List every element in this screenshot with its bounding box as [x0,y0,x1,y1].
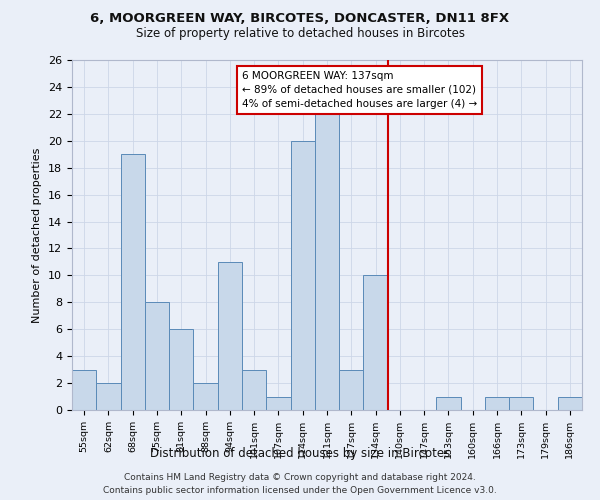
Bar [145,302,169,410]
Bar [485,396,509,410]
Text: 6, MOORGREEN WAY, BIRCOTES, DONCASTER, DN11 8FX: 6, MOORGREEN WAY, BIRCOTES, DONCASTER, D… [91,12,509,26]
Text: Size of property relative to detached houses in Bircotes: Size of property relative to detached ho… [136,28,464,40]
Bar [242,370,266,410]
Text: Contains HM Land Registry data © Crown copyright and database right 2024.: Contains HM Land Registry data © Crown c… [124,472,476,482]
Bar [339,370,364,410]
Text: 6 MOORGREEN WAY: 137sqm
← 89% of detached houses are smaller (102)
4% of semi-de: 6 MOORGREEN WAY: 137sqm ← 89% of detache… [242,71,477,109]
Text: Contains public sector information licensed under the Open Government Licence v3: Contains public sector information licen… [103,486,497,495]
Bar [193,383,218,410]
Bar [558,396,582,410]
Bar [169,329,193,410]
Bar [72,370,96,410]
Bar [266,396,290,410]
Bar [364,276,388,410]
Bar [96,383,121,410]
Bar [121,154,145,410]
Bar [509,396,533,410]
Y-axis label: Number of detached properties: Number of detached properties [32,148,43,322]
Bar [436,396,461,410]
Text: Distribution of detached houses by size in Bircotes: Distribution of detached houses by size … [150,448,450,460]
Bar [315,114,339,410]
Bar [290,141,315,410]
Bar [218,262,242,410]
